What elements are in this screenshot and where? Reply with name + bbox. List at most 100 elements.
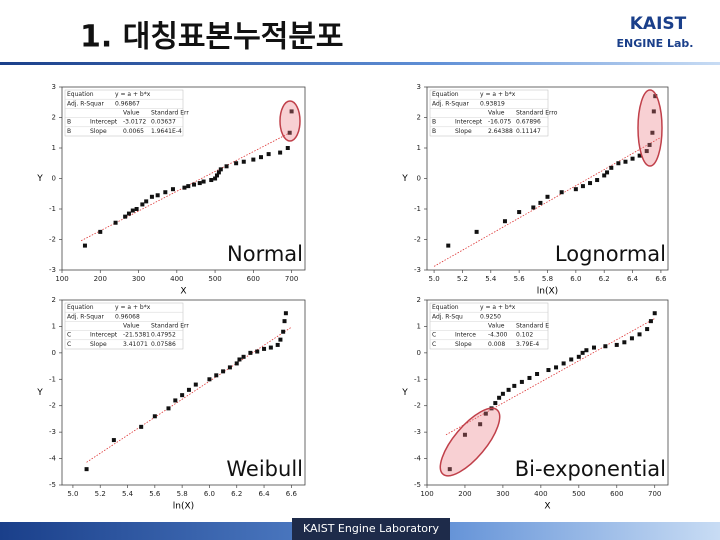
point [559, 190, 564, 195]
point [519, 379, 524, 384]
point [152, 414, 157, 419]
x-tick-label: 5.2 [95, 490, 106, 498]
point [82, 243, 87, 248]
point [554, 365, 559, 370]
point [629, 336, 634, 341]
y-tick-label: -2 [414, 236, 421, 244]
point [650, 130, 655, 135]
point [166, 406, 171, 411]
y-tick-label: -4 [49, 455, 57, 463]
x-axis-label: ln(X) [537, 287, 558, 297]
point [180, 393, 185, 398]
point [186, 184, 191, 189]
x-tick-label: 5.8 [177, 490, 188, 498]
highlight [439, 407, 501, 477]
point [281, 329, 286, 334]
table-header: Value [488, 110, 505, 117]
highlight [279, 100, 301, 142]
point [531, 205, 536, 210]
point [595, 178, 600, 183]
highlight [637, 89, 663, 167]
x-tick-label: 5.8 [542, 275, 553, 283]
footer-text: KAIST Engine Laboratory [303, 522, 440, 535]
trend-line [433, 136, 662, 267]
point [209, 178, 214, 183]
point [186, 387, 191, 392]
y-tick-label: -1 [49, 375, 56, 383]
table-cell: Equation [67, 304, 94, 311]
table-cell: y = a + b*x [480, 91, 516, 98]
point [144, 199, 149, 204]
point [234, 161, 239, 166]
chart-label: Normal [227, 242, 303, 266]
point [193, 382, 198, 387]
table-cell: 2.64388 [488, 128, 513, 135]
table-cell: Adj. R-Squar [67, 313, 104, 320]
y-tick-label: -3 [49, 266, 56, 274]
x-tick-label: 5.0 [429, 275, 440, 283]
y-axis-label: Y [401, 174, 408, 184]
point [647, 142, 652, 147]
x-tick-label: 5.4 [485, 275, 497, 283]
y-tick-label: -1 [49, 205, 56, 213]
header-rule [0, 62, 720, 65]
x-tick-label: 700 [648, 490, 661, 498]
point [500, 391, 505, 396]
y-tick-label: 1 [52, 322, 56, 330]
y-tick-label: 2 [52, 296, 56, 304]
table-cell: Adj. R-Squar [432, 100, 469, 107]
x-tick-label: 300 [496, 490, 509, 498]
point [227, 365, 232, 370]
table-cell: Adj. R-Squ [432, 313, 463, 320]
table-cell: 3.79E-4 [516, 341, 539, 348]
y-tick-label: 2 [417, 114, 421, 122]
point [268, 345, 273, 350]
fit-table [429, 302, 549, 350]
point [213, 176, 218, 181]
chart: 5.0 5.2 5.4 5.6 5.8 6.0 6.2 6.4 6.6 -5 -4 -3 -2 -1 0 1 2… [36, 296, 306, 512]
table-cell: Slope [455, 341, 472, 348]
table-cell: Slope [90, 128, 107, 135]
table-cell: B [432, 128, 436, 135]
x-tick-label: 5.0 [67, 490, 78, 498]
point [283, 311, 288, 316]
point [602, 173, 607, 178]
table-cell: Equation [432, 304, 459, 311]
point [192, 182, 197, 187]
point [140, 202, 145, 207]
point [139, 424, 144, 429]
table-header: Standard Erro [516, 110, 558, 117]
point [266, 152, 271, 157]
x-tick-label: 700 [285, 275, 298, 283]
x-tick-label: 500 [572, 490, 585, 498]
y-tick-label: 1 [417, 144, 421, 152]
x-tick-label: 300 [132, 275, 145, 283]
y-tick-label: 2 [52, 114, 56, 122]
table-header: Value [488, 323, 505, 330]
chart-label: Bi-exponential [515, 457, 666, 481]
x-axis-label: X [544, 502, 550, 512]
point [653, 94, 658, 99]
point [605, 170, 610, 175]
chart-label: Lognormal [555, 242, 666, 266]
table-cell: -21.5381 [123, 332, 150, 339]
point [630, 156, 635, 161]
y-tick-label: -1 [414, 205, 421, 213]
charts: 100 200 300 400 500 600 700-3-2-10123XYEquatio… [36, 83, 669, 512]
point [214, 373, 219, 378]
table-cell: 0.93819 [480, 100, 505, 107]
table-cell: Intercept [455, 119, 483, 126]
point [214, 173, 219, 178]
table-cell: B [67, 119, 71, 126]
table-header: Value [123, 323, 140, 330]
y-tick-label: -3 [414, 266, 421, 274]
point [622, 340, 627, 345]
x-tick-label: 6.0 [204, 490, 215, 498]
point [251, 157, 256, 162]
point [163, 190, 168, 195]
point [173, 398, 178, 403]
table-cell: y = a + b*x [115, 91, 151, 98]
point [201, 179, 206, 184]
table-cell: 0.47952 [151, 332, 176, 339]
